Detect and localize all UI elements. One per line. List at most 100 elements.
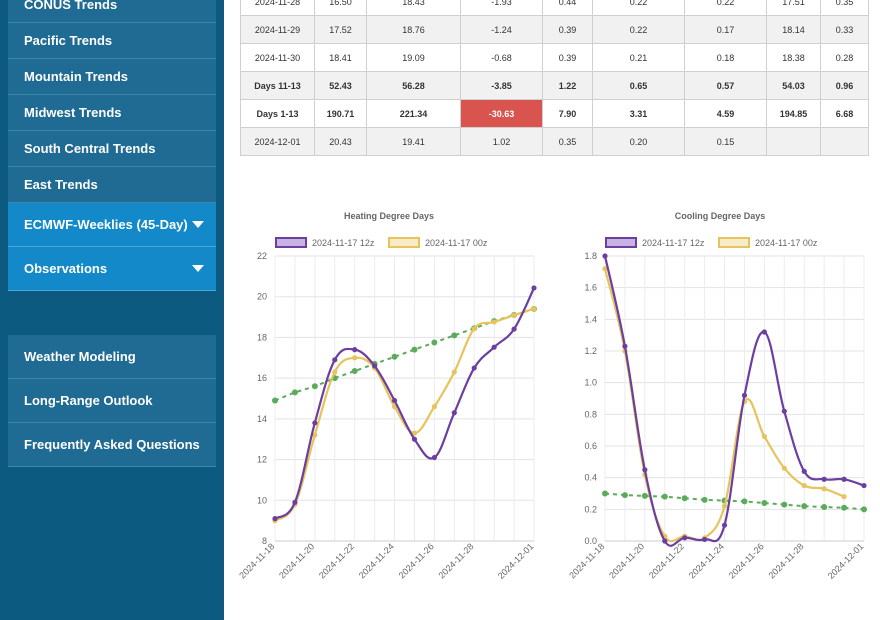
data-point (491, 319, 497, 325)
y-tick-label: 18 (257, 332, 267, 342)
data-point (431, 454, 437, 461)
table-cell: 0.20 (592, 127, 685, 156)
table-cell: 190.71 (314, 99, 367, 128)
data-point (741, 399, 748, 405)
data-point (821, 503, 828, 510)
sidebar-item-label: Long-Range Outlook (24, 393, 153, 408)
table-cell: 4.59 (684, 99, 767, 128)
data-point (471, 326, 477, 332)
trend-line (274, 307, 535, 402)
data-point (662, 538, 668, 544)
table-cell: 0.21 (592, 43, 685, 72)
series-line (603, 255, 865, 547)
data-point (801, 482, 807, 489)
data-point (821, 476, 827, 482)
data-point (682, 533, 688, 539)
x-tick-label: 2024-11-26 (727, 541, 766, 580)
data-point (721, 522, 728, 528)
table-cell: 0.57 (684, 71, 767, 100)
sidebar-item-south-central-trends[interactable]: South Central Trends (8, 131, 216, 167)
sidebar-item-label: CONUS Trends (24, 0, 118, 12)
sidebar-item-ecmwf-weeklies[interactable]: ECMWF-Weeklies (45-Day) (8, 203, 216, 247)
chevron-down-icon (192, 221, 204, 228)
sidebar-nav-lower: Weather Modeling Long-Range Outlook Freq… (8, 335, 216, 467)
data-point (411, 346, 418, 353)
y-tick-label: 20 (257, 292, 267, 302)
table-cell: 0.39 (542, 15, 593, 44)
data-point (531, 306, 537, 312)
sidebar-item-faq[interactable]: Frequently Asked Questions (8, 423, 216, 467)
legend-swatch (388, 237, 420, 248)
data-point (622, 343, 628, 349)
data-point (411, 430, 418, 436)
sidebar-item-observations[interactable]: Observations (8, 247, 216, 291)
data-point (471, 325, 478, 332)
y-tick-label: 16 (257, 373, 267, 383)
sidebar-item-east-trends[interactable]: East Trends (8, 167, 216, 203)
data-point (641, 492, 648, 499)
sidebar-item-mountain-trends[interactable]: Mountain Trends (8, 59, 216, 95)
data-point (391, 397, 398, 404)
data-point (431, 339, 438, 346)
sidebar-item-weather-modeling[interactable]: Weather Modeling (8, 335, 216, 379)
table-cell: 0.35 (820, 0, 869, 16)
data-point (741, 498, 748, 505)
sidebar-item-midwest-trends[interactable]: Midwest Trends (8, 95, 216, 131)
data-point (701, 496, 708, 503)
data-point (841, 494, 847, 500)
table-cell: 18.38 (766, 43, 821, 72)
table-cell: 54.03 (766, 71, 821, 100)
x-tick-label: 2024-11-28 (766, 541, 805, 580)
table-cell: 221.34 (366, 99, 461, 128)
data-point (721, 503, 728, 509)
y-tick-label: 1.0 (584, 378, 597, 388)
x-tick-label: 2024-11-20 (607, 541, 646, 580)
data-point (861, 506, 867, 513)
y-tick-label: 0.2 (584, 504, 597, 514)
table-cell: -30.63 (460, 99, 543, 128)
table-cell: 19.41 (366, 127, 461, 156)
legend-swatch (275, 237, 307, 248)
table-cell: 2024-11-29 (240, 15, 315, 44)
data-point (491, 344, 497, 350)
series-line (274, 307, 535, 522)
x-tick-label: 2024-11-28 (436, 541, 475, 580)
data-point (622, 348, 628, 354)
table-cell: 0.22 (684, 0, 767, 16)
table-cell: 194.85 (766, 99, 821, 128)
legend-label: 2024-11-17 12z (642, 238, 705, 248)
table-cell: 0.35 (542, 127, 593, 156)
table-cell: 20.43 (314, 127, 367, 156)
data-point (821, 486, 827, 492)
table-cell: 0.39 (542, 43, 593, 72)
sidebar-item-pacific-trends[interactable]: Pacific Trends (8, 23, 216, 59)
sidebar-item-long-range-outlook[interactable]: Long-Range Outlook (8, 379, 216, 423)
sidebar-item-label: Pacific Trends (24, 33, 113, 48)
data-point (272, 516, 278, 522)
y-tick-label: 1.4 (584, 314, 597, 324)
data-point (411, 436, 418, 442)
legend-swatch (718, 237, 750, 248)
data-point (702, 535, 708, 541)
y-tick-label: 10 (257, 495, 267, 505)
data-point (331, 375, 338, 382)
data-point (352, 347, 358, 353)
data-point (602, 253, 608, 259)
y-tick-label: 1.2 (584, 346, 597, 356)
table-cell: 1.02 (460, 127, 543, 156)
y-tick-label: 8 (262, 536, 267, 546)
data-point (391, 404, 398, 410)
data-point (531, 305, 537, 312)
sidebar-item-conus-trends[interactable]: CONUS Trends (8, 0, 216, 23)
table-cell: 2024-11-28 (240, 0, 315, 16)
data-point (332, 369, 338, 375)
data-point (431, 404, 437, 410)
data-point (511, 312, 518, 319)
data-point (332, 357, 338, 363)
sidebar-nav-upper: CONUS Trends Pacific Trends Mountain Tre… (8, 0, 216, 291)
data-point (621, 492, 628, 499)
data-point (602, 490, 608, 497)
data-point (471, 365, 477, 371)
table-row: 2024-11-29 17.52 18.76 -1.24 0.39 0.22 0.17 18.… (240, 15, 869, 44)
table-cell: 18.76 (366, 15, 461, 44)
